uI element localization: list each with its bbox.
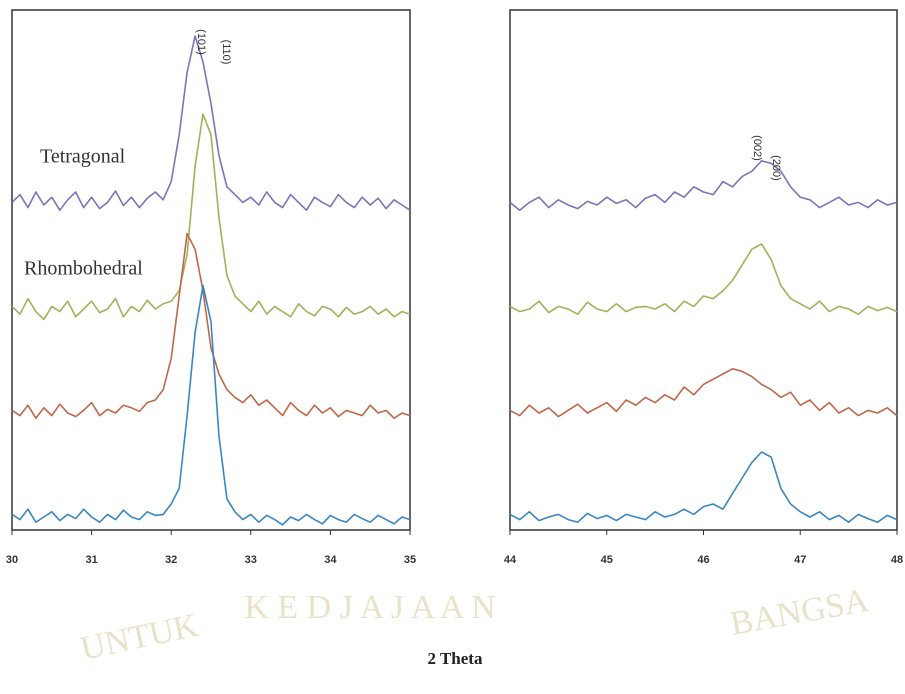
xrd-line	[11, 113, 411, 321]
plot-frame	[11, 9, 411, 531]
xrd-line	[509, 160, 898, 211]
annotation: (002)	[751, 135, 763, 161]
annotation: Rhombohedral	[24, 258, 143, 280]
x-tick-label: 30	[6, 554, 18, 566]
xrd-line	[11, 232, 411, 419]
annotation: (110)	[220, 40, 232, 65]
annotation: Tetragonal	[40, 146, 126, 168]
annotation: (101)	[195, 29, 207, 55]
xrd-line	[509, 368, 898, 418]
x-tick-label: 32	[165, 554, 177, 566]
x-tick-label: 33	[245, 554, 257, 566]
watermark: BANGSA	[727, 582, 872, 643]
x-axis-label: 2 Theta	[428, 649, 483, 668]
plot-frame	[509, 9, 898, 531]
x-tick-label: 44	[504, 554, 517, 566]
x-tick-label: 47	[794, 554, 806, 566]
x-tick-label: 45	[601, 554, 613, 566]
xrd-line	[509, 243, 898, 315]
xrd-line	[509, 451, 898, 523]
x-tick-label: 34	[324, 554, 337, 566]
xrd-line	[11, 35, 411, 211]
watermark: K E D J A J A A N	[244, 589, 495, 626]
watermark: UNTUK	[77, 607, 202, 668]
xrd-line	[11, 284, 411, 526]
x-tick-label: 35	[404, 554, 416, 566]
annotation: (200)	[770, 155, 782, 181]
x-tick-label: 46	[697, 554, 709, 566]
x-tick-label: 31	[85, 554, 97, 566]
x-tick-label: 48	[891, 554, 903, 566]
